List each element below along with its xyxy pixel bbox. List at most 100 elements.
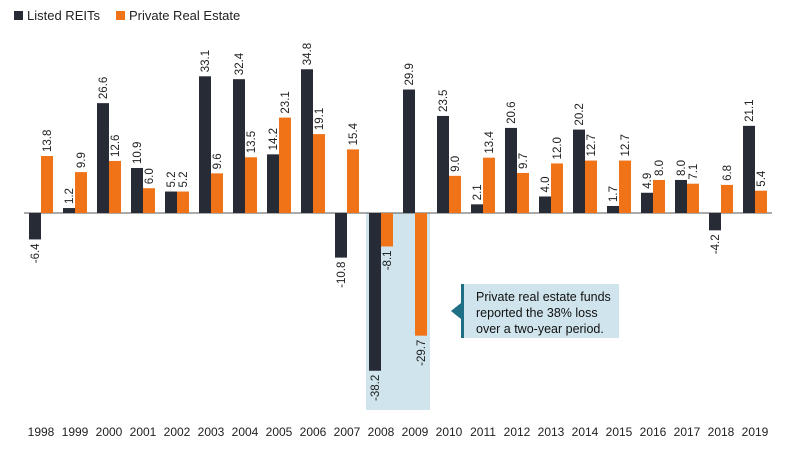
bar-private-real-estate-2015 — [619, 160, 631, 213]
bar-private-real-estate-1998 — [41, 156, 53, 213]
bar-private-real-estate-2009 — [415, 213, 427, 336]
data-label-private-real-estate-1998: 13.8 — [42, 130, 54, 152]
x-tick-label-2018: 2018 — [708, 425, 735, 439]
bar-private-real-estate-2007 — [347, 149, 359, 213]
data-label-listed-reits-2018: -4.2 — [710, 234, 722, 254]
data-label-listed-reits-2007: -10.8 — [336, 262, 348, 288]
data-label-private-real-estate-2000: 12.6 — [110, 135, 122, 157]
x-tick-label-2014: 2014 — [572, 425, 599, 439]
data-label-private-real-estate-2012: 9.7 — [518, 153, 530, 169]
legend-entry-private-real-estate: Private Real Estate — [115, 8, 241, 23]
data-label-private-real-estate-2014: 12.7 — [586, 134, 598, 156]
legend-swatch-private-real-estate — [115, 11, 125, 20]
data-label-private-real-estate-2011: 13.4 — [484, 131, 496, 154]
bar-listed-reits-2004 — [233, 79, 245, 213]
data-label-listed-reits-2004: 32.4 — [234, 52, 246, 75]
x-tick-label-2009: 2009 — [402, 425, 429, 439]
bar-private-real-estate-2014 — [585, 160, 597, 213]
data-label-listed-reits-2009: 29.9 — [404, 63, 416, 85]
x-tick-label-1999: 1999 — [62, 425, 89, 439]
data-label-listed-reits-2011: 2.1 — [472, 184, 484, 200]
bar-listed-reits-2019 — [743, 125, 755, 213]
x-tick-label-2005: 2005 — [266, 425, 293, 439]
x-tick-label-2004: 2004 — [232, 425, 259, 439]
data-label-listed-reits-2015: 1.7 — [608, 186, 620, 202]
bar-listed-reits-2018 — [709, 213, 721, 231]
bar-private-real-estate-2003 — [211, 173, 223, 213]
data-label-listed-reits-2019: 21.1 — [744, 99, 756, 121]
x-tick-label-2008: 2008 — [368, 425, 395, 439]
data-label-private-real-estate-2008: -8.1 — [382, 250, 394, 270]
bar-listed-reits-2002 — [165, 191, 177, 213]
bar-listed-reits-2007 — [335, 213, 347, 258]
data-label-private-real-estate-2006: 19.1 — [314, 108, 326, 130]
data-label-private-real-estate-2016: 8.0 — [654, 160, 666, 176]
bar-listed-reits-2010 — [437, 115, 449, 213]
legend: Listed REITs Private Real Estate — [14, 8, 240, 23]
x-tick-label-2013: 2013 — [538, 425, 565, 439]
callout-pointer — [451, 303, 461, 319]
bar-private-real-estate-2018 — [721, 184, 733, 213]
x-tick-label-2019: 2019 — [742, 425, 769, 439]
bar-listed-reits-2011 — [471, 204, 483, 213]
bar-private-real-estate-2002 — [177, 191, 189, 213]
bar-private-real-estate-2000 — [109, 160, 121, 213]
bar-listed-reits-2005 — [267, 154, 279, 213]
data-label-listed-reits-2008: -38.2 — [370, 375, 382, 401]
bar-listed-reits-2017 — [675, 179, 687, 213]
x-tick-label-2011: 2011 — [470, 425, 496, 439]
bar-private-real-estate-1999 — [75, 172, 87, 213]
data-label-private-real-estate-2015: 12.7 — [620, 134, 632, 156]
x-tick-label-2000: 2000 — [96, 425, 123, 439]
data-label-listed-reits-1999: 1.2 — [64, 188, 76, 204]
data-label-private-real-estate-2018: 6.8 — [722, 165, 734, 181]
data-label-listed-reits-2014: 20.2 — [574, 103, 586, 125]
x-tick-label-2016: 2016 — [640, 425, 667, 439]
bar-listed-reits-2012 — [505, 127, 517, 213]
x-tick-label-2006: 2006 — [300, 425, 327, 439]
x-tick-label-2003: 2003 — [198, 425, 225, 439]
bar-private-real-estate-2006 — [313, 134, 325, 213]
bar-private-real-estate-2019 — [755, 190, 767, 213]
data-label-private-real-estate-2007: 15.4 — [348, 122, 360, 145]
data-label-listed-reits-2003: 33.1 — [200, 50, 212, 72]
data-label-listed-reits-2002: 5.2 — [166, 172, 178, 188]
data-label-listed-reits-2006: 34.8 — [302, 43, 314, 65]
x-tick-label-2017: 2017 — [674, 425, 701, 439]
data-label-listed-reits-2010: 23.5 — [438, 90, 450, 112]
data-label-listed-reits-2000: 26.6 — [98, 77, 110, 99]
bar-listed-reits-2014 — [573, 129, 585, 213]
bar-listed-reits-1999 — [63, 208, 75, 213]
x-tick-label-2002: 2002 — [164, 425, 191, 439]
bar-private-real-estate-2013 — [551, 163, 563, 213]
data-label-private-real-estate-2019: 5.4 — [756, 170, 768, 187]
bar-private-real-estate-2011 — [483, 157, 495, 213]
bar-listed-reits-1998 — [29, 213, 41, 240]
data-label-private-real-estate-2005: 23.1 — [280, 91, 292, 113]
bar-listed-reits-2013 — [539, 196, 551, 213]
data-label-listed-reits-2001: 10.9 — [132, 142, 144, 164]
legend-label-private-real-estate: Private Real Estate — [128, 8, 241, 23]
data-label-private-real-estate-2002: 5.2 — [178, 172, 190, 188]
bar-private-real-estate-2012 — [517, 172, 529, 213]
data-label-private-real-estate-2010: 9.0 — [450, 156, 462, 172]
legend-swatch-listed-reits — [14, 11, 23, 20]
bar-private-real-estate-2005 — [279, 117, 291, 213]
data-label-private-real-estate-2001: 6.0 — [144, 168, 156, 184]
x-tick-label-2001: 2001 — [130, 425, 157, 439]
bar-private-real-estate-2001 — [143, 188, 155, 213]
x-tick-label-2015: 2015 — [606, 425, 633, 439]
bar-listed-reits-2001 — [131, 167, 143, 213]
data-label-private-real-estate-2009: -29.7 — [416, 340, 428, 366]
annotation-callout: Private real estate funds reported the 3… — [461, 284, 619, 338]
data-label-listed-reits-2016: 4.9 — [642, 173, 654, 189]
legend-label-listed-reits: Listed REITs — [27, 8, 100, 23]
bar-private-real-estate-2004 — [245, 157, 257, 213]
x-tick-label-2010: 2010 — [436, 425, 463, 439]
bar-private-real-estate-2016 — [653, 179, 665, 213]
bar-listed-reits-2009 — [403, 89, 415, 213]
data-label-listed-reits-1998: -6.4 — [30, 243, 42, 263]
x-tick-label-1998: 1998 — [28, 425, 55, 439]
data-label-listed-reits-2013: 4.0 — [540, 176, 552, 192]
bar-private-real-estate-2010 — [449, 175, 461, 213]
